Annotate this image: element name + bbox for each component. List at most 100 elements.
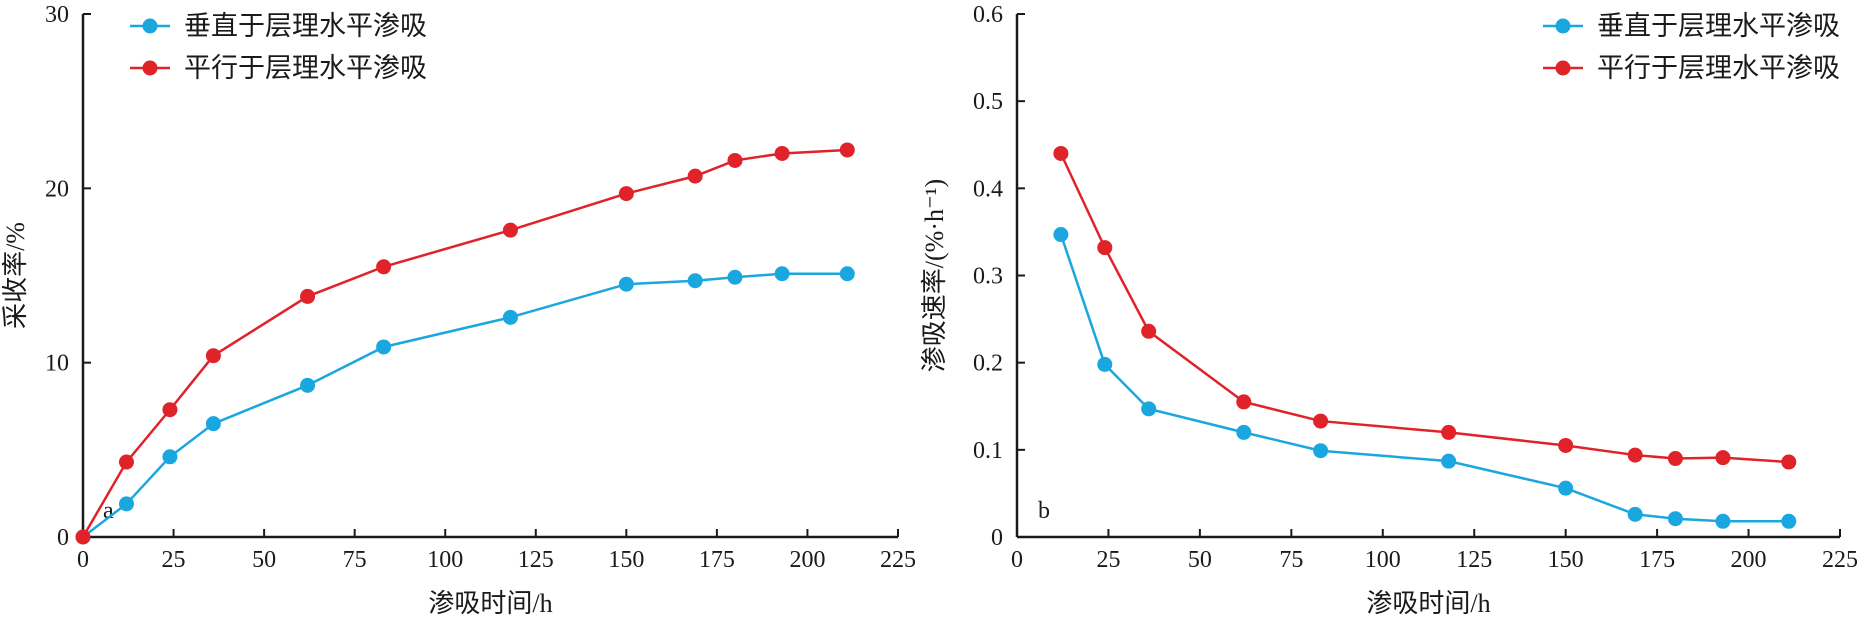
series-line	[1059, 234, 1789, 523]
y-tick-label: 20	[45, 176, 69, 202]
data-point	[1715, 450, 1731, 466]
x-tick-label: 0	[1011, 547, 1023, 573]
data-point	[1781, 513, 1797, 529]
data-point	[205, 348, 221, 364]
data-point	[1558, 480, 1574, 496]
data-point	[1715, 513, 1731, 529]
data-point	[1441, 424, 1457, 440]
series-vertical	[75, 266, 855, 545]
x-tick-label: 150	[608, 547, 644, 573]
series-parallel	[75, 142, 855, 545]
chart-panel-a: 0 25 50 75 100 125 150 175 200 225 0 10 20 30 渗吸时间/h 采收…	[1, 2, 916, 618]
data-point	[1236, 394, 1252, 410]
legend-label: 平行于层理水平渗吸	[184, 53, 427, 83]
data-point	[118, 496, 134, 512]
legend-marker	[142, 18, 158, 34]
series-parallel	[1053, 145, 1797, 470]
x-tick-label: 200	[789, 547, 825, 573]
data-point	[300, 377, 316, 393]
y-tick-label: 10	[45, 351, 69, 377]
data-point	[1441, 453, 1457, 469]
legend-item-vertical: 垂直于层理水平渗吸	[130, 11, 427, 41]
legend-marker	[1555, 60, 1571, 76]
data-point	[1313, 413, 1329, 429]
data-point	[1667, 451, 1683, 467]
x-tick-label: 100	[1365, 547, 1401, 573]
x-tick-label: 100	[427, 547, 463, 573]
x-tick-label: 0	[77, 547, 89, 573]
x-tick-label: 150	[1548, 547, 1584, 573]
y-tick-label: 0.2	[973, 351, 1003, 377]
x-tick-label: 75	[343, 547, 367, 573]
x-tick-label: 200	[1731, 547, 1767, 573]
x-tick-label: 125	[518, 547, 554, 573]
data-point	[162, 402, 178, 418]
data-point	[376, 339, 392, 355]
data-point	[300, 288, 316, 304]
data-point	[618, 186, 634, 202]
legend-label: 平行于层理水平渗吸	[1597, 53, 1840, 83]
data-point	[774, 145, 790, 161]
series-vertical	[1053, 227, 1797, 529]
data-point	[1141, 323, 1157, 339]
y-axis-title: 渗吸速率/(%·h⁻¹)	[920, 179, 949, 372]
data-point	[727, 152, 743, 168]
data-point	[1053, 145, 1069, 161]
data-point	[205, 416, 221, 432]
y-tick-label: 0.1	[973, 438, 1003, 464]
data-point	[618, 276, 634, 292]
panel-label: a	[103, 498, 114, 524]
data-point	[1781, 454, 1797, 470]
x-tick-label: 225	[880, 547, 916, 573]
data-point	[502, 309, 518, 325]
data-point	[687, 168, 703, 184]
data-point	[118, 454, 134, 470]
x-tick-label: 175	[699, 547, 735, 573]
x-tick-label: 225	[1822, 547, 1858, 573]
data-point	[502, 222, 518, 238]
data-point	[162, 449, 178, 465]
data-point	[1313, 443, 1329, 459]
data-point	[727, 269, 743, 285]
series-line	[1059, 152, 1789, 464]
x-axis-title: 渗吸时间/h	[428, 589, 552, 618]
data-point	[1097, 240, 1113, 256]
y-tick-label: 0.3	[973, 264, 1003, 290]
chart-panel-b: 0 25 50 75 100 125 150 175 200 225 0 0.1 0.2 0.3 0.4 0.…	[920, 2, 1858, 618]
legend-item-parallel: 平行于层理水平渗吸	[1543, 53, 1840, 83]
data-point	[839, 142, 855, 158]
x-tick-label: 50	[252, 547, 276, 573]
panel-label: b	[1038, 498, 1050, 524]
data-point	[774, 266, 790, 282]
data-point	[376, 259, 392, 275]
x-tick-label: 175	[1639, 547, 1675, 573]
legend-marker	[142, 60, 158, 76]
y-tick-label: 30	[45, 2, 69, 28]
legend-item-parallel: 平行于层理水平渗吸	[130, 53, 427, 83]
legend-marker	[1555, 18, 1571, 34]
x-tick-label: 25	[162, 547, 186, 573]
data-point	[1236, 424, 1252, 440]
series-line	[82, 272, 848, 538]
data-point	[1627, 506, 1643, 522]
data-point	[839, 266, 855, 282]
series-line	[81, 148, 848, 538]
y-axis-title: 采收率/%	[1, 222, 30, 329]
y-tick-label: 0	[991, 525, 1003, 551]
data-point	[1627, 447, 1643, 463]
legend-label: 垂直于层理水平渗吸	[1597, 11, 1840, 41]
y-tick-label: 0	[57, 525, 69, 551]
x-tick-label: 125	[1456, 547, 1492, 573]
x-axis-title: 渗吸时间/h	[1366, 589, 1490, 618]
legend-label: 垂直于层理水平渗吸	[184, 11, 427, 41]
data-point	[1667, 511, 1683, 527]
data-point	[1053, 227, 1069, 243]
data-point	[1141, 401, 1157, 417]
data-point	[687, 273, 703, 289]
y-tick-label: 0.6	[973, 2, 1003, 28]
x-tick-label: 25	[1096, 547, 1120, 573]
x-tick-label: 75	[1279, 547, 1303, 573]
y-tick-label: 0.5	[973, 89, 1003, 115]
data-point	[1558, 437, 1574, 453]
